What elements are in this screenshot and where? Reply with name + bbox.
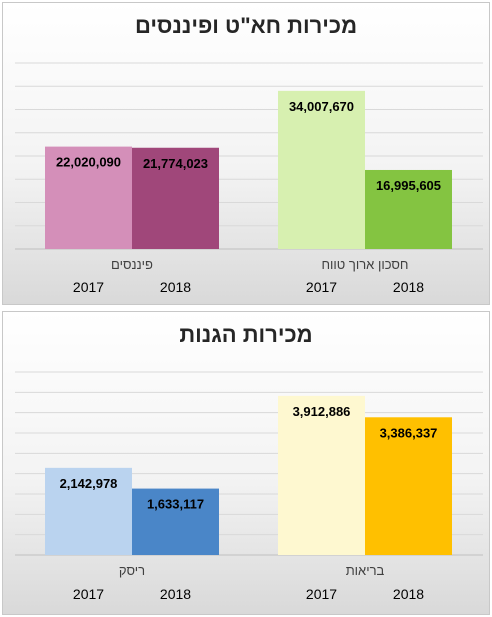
bar <box>278 395 365 555</box>
bar <box>278 90 365 249</box>
bar <box>132 147 219 249</box>
chart-title: מכירות חא"ט ופיננסים <box>134 13 358 38</box>
bar <box>132 488 219 555</box>
x-tick-label-year: 2017 <box>73 586 104 602</box>
bar-group: 34,007,670 2017 16,995,605 2018 חסכון ארוך ט… <box>278 90 452 295</box>
x-tick-label-year: 2017 <box>306 279 337 295</box>
bar <box>365 169 452 249</box>
x-category-label: חסכון ארוך טווח <box>322 257 409 272</box>
bar-group: 2,142,978 2017 1,633,117 2018 ריסק <box>45 467 219 602</box>
data-label: 16,995,605 <box>376 178 441 193</box>
x-category-label: ריסק <box>119 563 145 578</box>
x-tick-label-year: 2018 <box>393 586 424 602</box>
bar-group: 22,020,090 2017 21,774,023 2018 פיננסים <box>45 146 219 295</box>
data-label: 3,386,337 <box>380 425 438 440</box>
bar <box>365 417 452 555</box>
data-label: 3,912,886 <box>293 404 351 419</box>
x-tick-label-year: 2017 <box>306 586 337 602</box>
bar-chart-sales-protections: 3,912,886 2017 3,386,337 2018 בריאות 2,142,97… <box>15 371 483 602</box>
x-tick-label-year: 2017 <box>73 279 104 295</box>
x-category-label: פיננסים <box>111 257 153 272</box>
x-tick-label-year: 2018 <box>160 586 191 602</box>
x-tick-label-year: 2018 <box>393 279 424 295</box>
bar-chart-sales-savings-finance: 34,007,670 2017 16,995,605 2018 חסכון ארוך ט… <box>15 62 483 295</box>
data-label: 2,142,978 <box>60 476 118 491</box>
bar <box>45 146 132 249</box>
chart-title: מכירות הגנות <box>179 322 313 347</box>
chart-panel-long-term-savings-finance: מכירות חא"ט ופיננסים 34,007,670 2017 16,99… <box>2 2 490 305</box>
data-label: 34,007,670 <box>289 99 354 114</box>
chart-panel-protections: מכירות הגנות 3,912,886 2017 3,386,337 2018 ב… <box>2 311 490 615</box>
x-tick-label-year: 2018 <box>160 279 191 295</box>
x-category-label: בריאות <box>346 563 385 578</box>
data-label: 21,774,023 <box>143 156 208 171</box>
data-label: 22,020,090 <box>56 155 121 170</box>
bar-group: 3,912,886 2017 3,386,337 2018 בריאות <box>278 395 452 602</box>
bar <box>45 467 132 555</box>
data-label: 1,633,117 <box>147 497 204 512</box>
